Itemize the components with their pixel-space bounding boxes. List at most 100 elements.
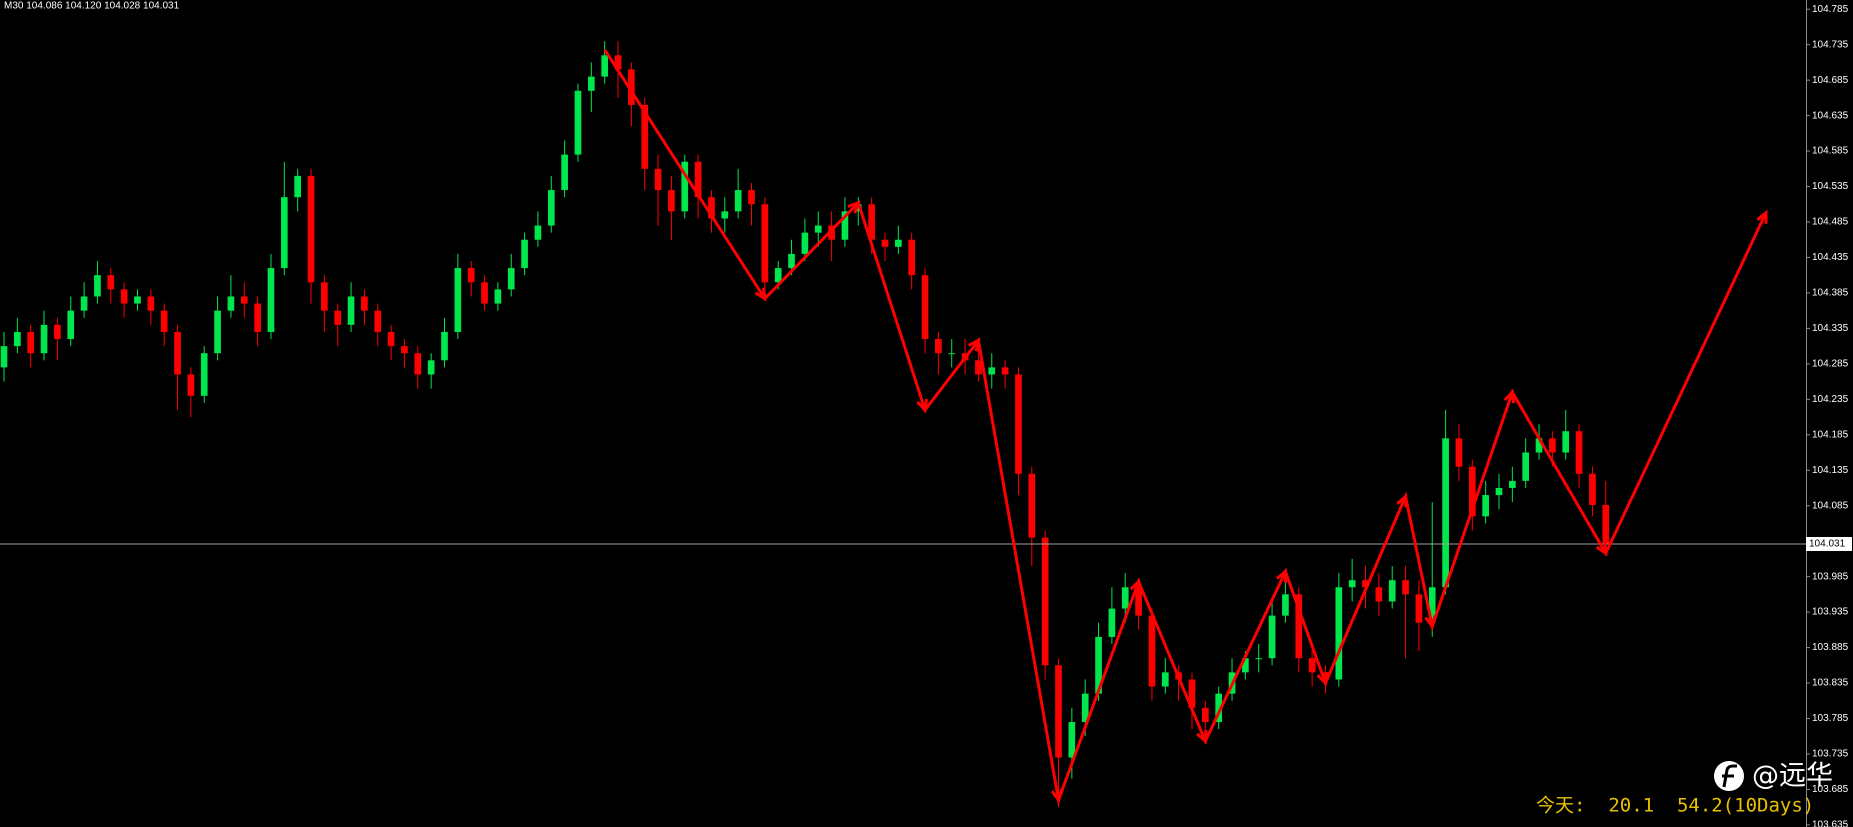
candle-body [481,282,488,304]
y-tick-label: 103.735 [1812,749,1849,760]
y-tick-label: 104.535 [1812,181,1849,192]
zigzag-arrowhead [1275,568,1288,583]
candle-body [1362,580,1369,588]
candle-body [1055,665,1062,758]
candle-body [1509,480,1516,488]
candle-body [1562,431,1570,453]
candle-body [708,197,715,219]
candle-body [734,190,742,212]
candle-body [681,161,689,212]
candle-body [1282,594,1289,616]
candle-body [1575,431,1583,474]
y-tick-label: 103.985 [1812,571,1849,582]
zigzag-arrowhead [1756,209,1768,224]
candle-body [227,296,235,311]
candle-body [868,204,875,240]
y-tick-label: 104.085 [1812,500,1849,511]
candle-body [1028,473,1036,538]
zigzag-arrowhead [754,287,767,302]
candle-body [1549,438,1556,453]
stats-annotation: 今天: 20.1 54.2(10Days) [1536,795,1814,817]
candle-body [374,310,382,332]
candle-body [14,331,21,347]
candle-body [628,69,635,105]
candle-body [1201,707,1209,723]
candle-body [1388,580,1396,602]
candle-body [174,331,181,375]
candle-body [454,268,462,332]
zigzag-arrowhead [1316,671,1329,687]
candle-body [334,310,342,325]
y-tick-label: 103.835 [1812,678,1849,689]
candle-body [27,331,35,354]
candle-body [587,76,595,91]
candle-body [1522,452,1530,481]
candle-body [280,197,288,269]
candle-body [988,367,996,375]
candle-body [694,161,702,198]
candle-body [1148,615,1156,687]
y-tick-label: 104.135 [1812,465,1849,476]
candle-body [80,296,88,311]
candle-body [1161,672,1169,687]
candle-body [1295,594,1303,659]
candle-body [494,289,502,304]
candle-body [0,346,8,368]
candle-body [347,296,355,325]
candle-body [160,310,168,332]
candle-body [761,204,769,283]
candle-body [1602,504,1610,545]
candle-body [1108,608,1116,637]
candle-body [427,360,435,375]
candle-body [1135,587,1142,616]
y-tick-label: 104.335 [1812,323,1849,334]
candle-body [774,268,782,283]
y-tick-label: 104.385 [1812,288,1849,299]
candle-body [1535,438,1543,453]
candle-body [1375,587,1383,602]
candle-body [1468,466,1476,517]
candle-body [641,104,649,169]
candle-body [147,296,155,311]
candle-body [321,282,328,311]
candle-body [1455,438,1463,467]
candle-body [1428,587,1436,623]
candle-body [668,190,675,212]
candle-body [200,353,208,396]
candle-body [614,55,622,70]
candle-body [54,324,61,340]
candle-body [307,175,315,283]
y-tick-label: 103.635 [1812,820,1849,827]
y-tick-label: 104.235 [1812,394,1849,405]
candle-body [1121,587,1129,609]
candle-body [1402,580,1409,595]
y-tick-label: 103.935 [1812,607,1849,618]
candle-body [1242,658,1249,673]
y-tick-label: 104.185 [1812,429,1849,440]
candle-body [721,211,729,219]
current-price-label: 104.031 [1809,539,1846,550]
candle-body [187,374,195,396]
candle-body [654,168,662,191]
candle-body [294,175,301,198]
y-tick-label: 104.635 [1812,110,1849,121]
candle-body [1308,658,1316,673]
candle-body [881,239,889,247]
candle-body [894,239,902,247]
zigzag-arrowhead [1396,493,1408,508]
y-tick-label: 104.785 [1812,4,1849,15]
candle-body [748,190,755,205]
candle-body [1335,587,1343,680]
candle-body [1589,473,1596,505]
candle-body [1188,679,1196,708]
zigzag-arrowhead [1424,615,1437,630]
candle-body [240,296,248,304]
zigzag-arrowhead [1196,730,1208,745]
watermark-icon-glyph [1722,764,1737,788]
chart-header: M30 104.086 104.120 104.028 104.031 [4,1,180,12]
watermark: @远华 [1752,761,1833,792]
y-tick-label: 104.285 [1812,358,1849,369]
